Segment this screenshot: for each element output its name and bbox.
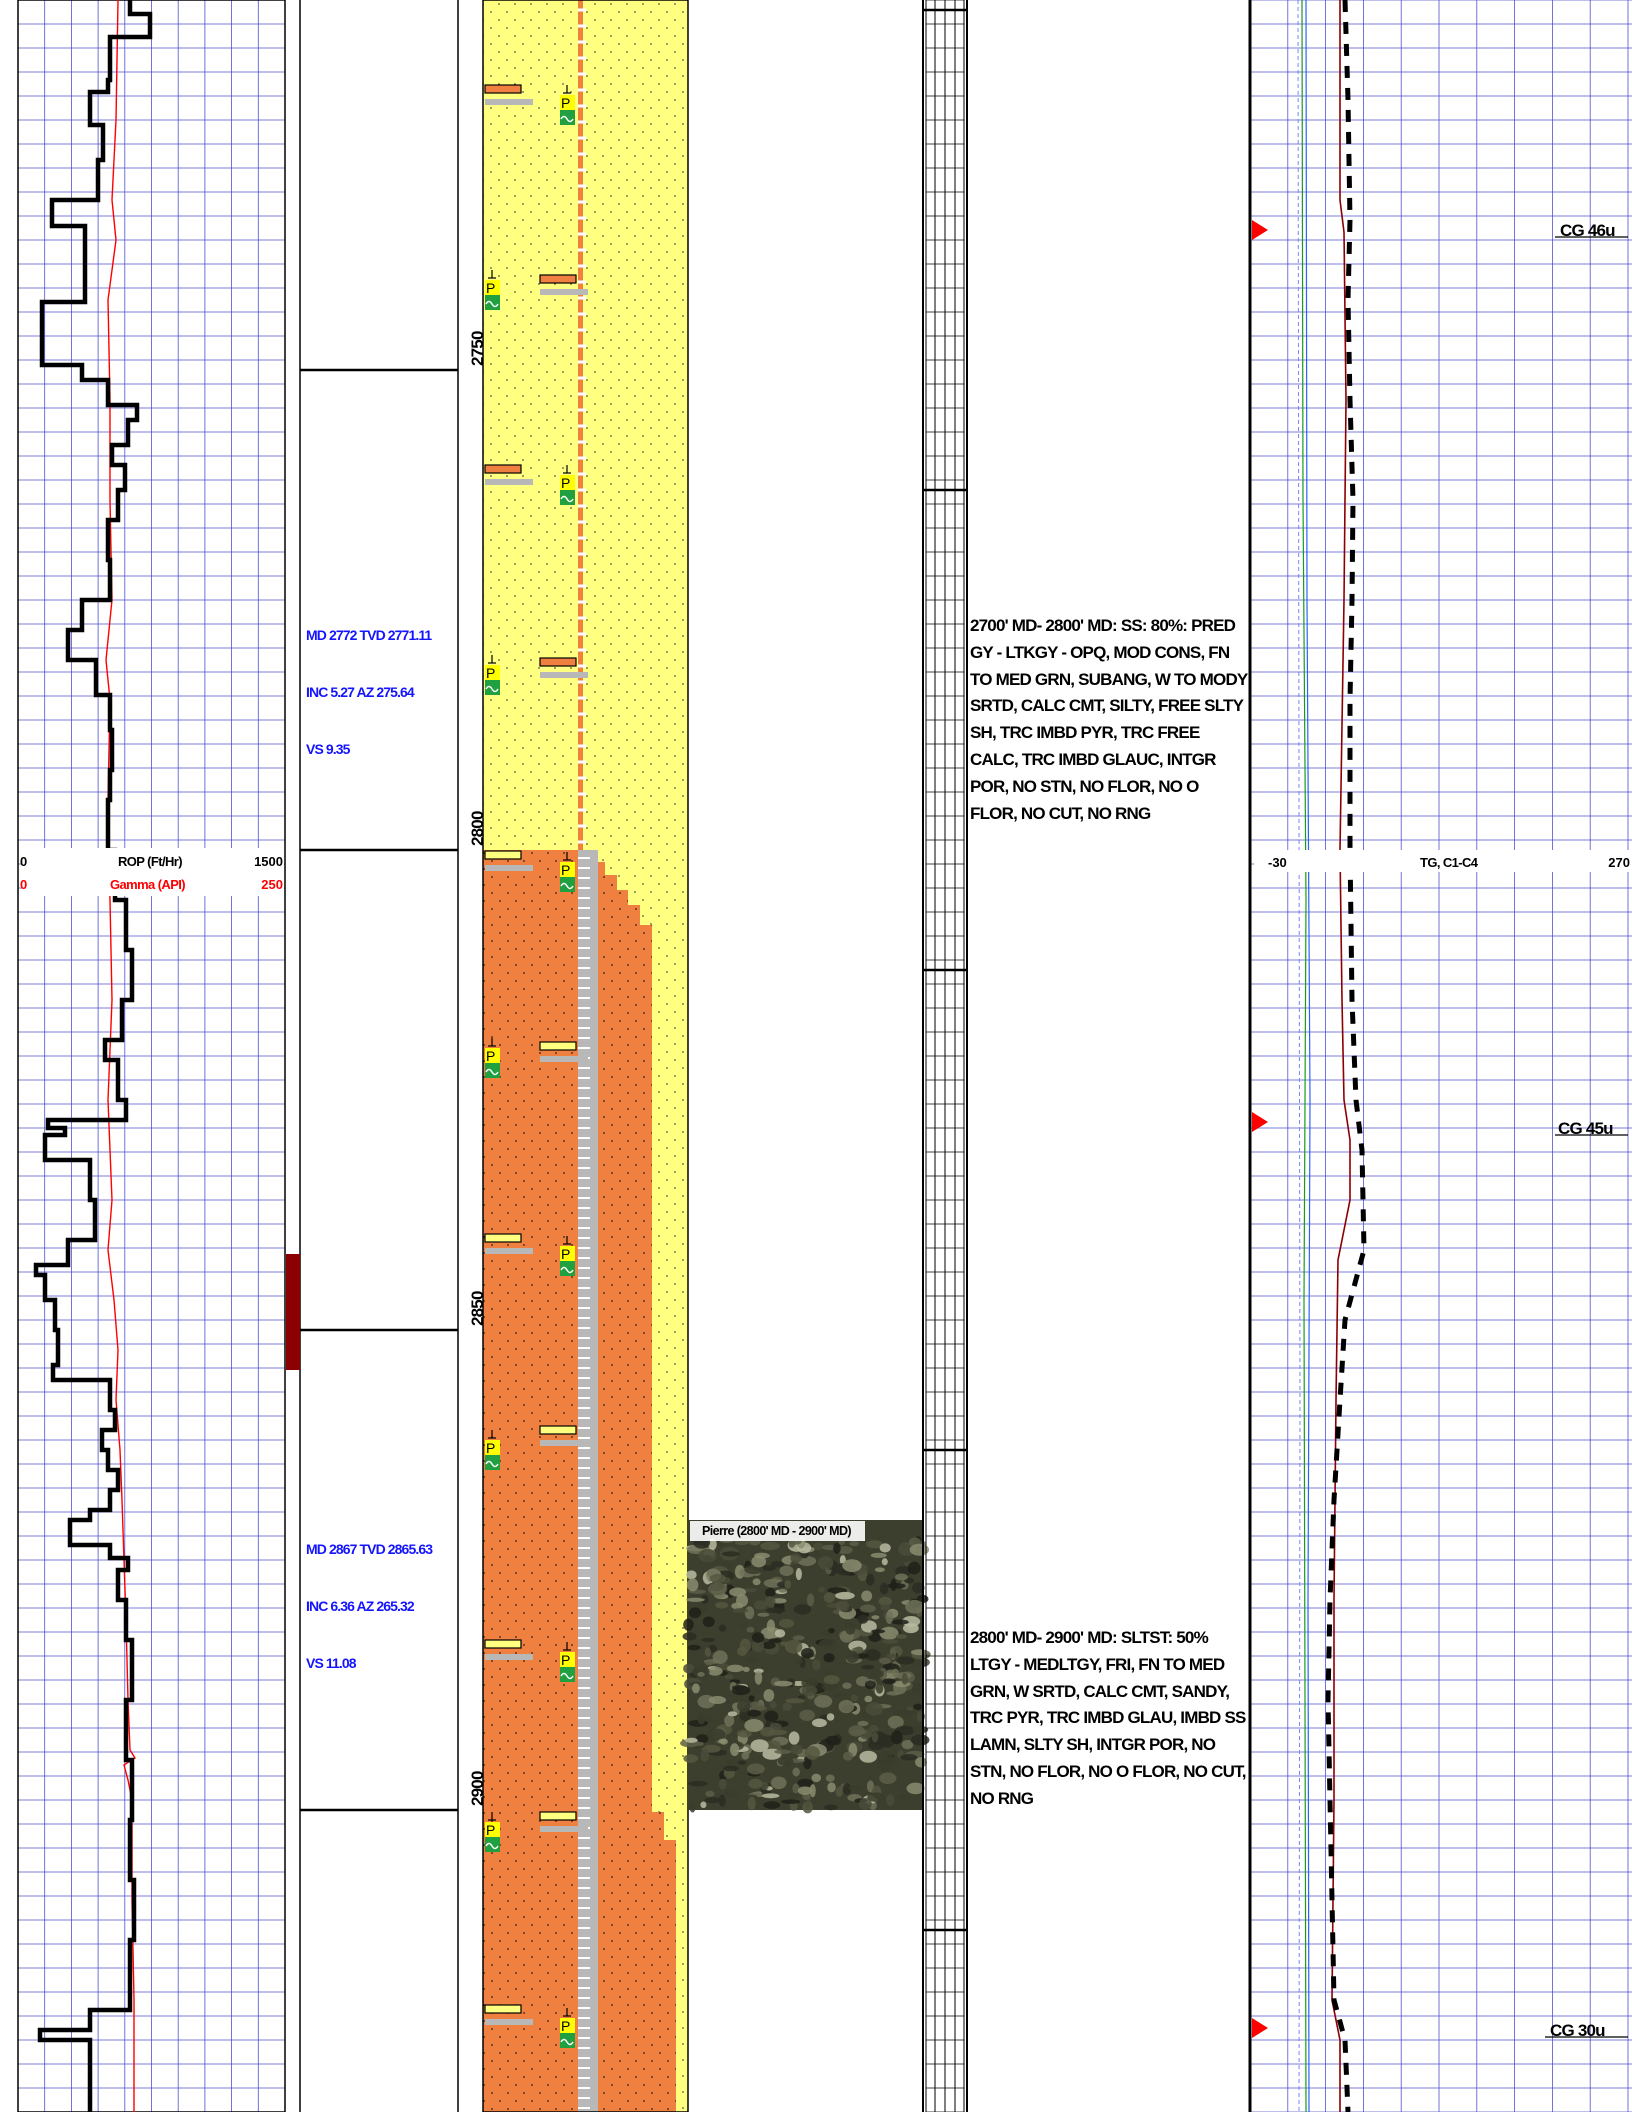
svg-text:P: P (486, 1440, 495, 1456)
survey-inc-az: INC 5.27 AZ 275.64 (306, 684, 415, 700)
connection-gas-label: CG 30u (1550, 2021, 1605, 2040)
survey-inc-az: INC 6.36 AZ 265.32 (306, 1598, 415, 1614)
gas-grid (1249, 0, 1632, 2112)
sample-chip-shadow (485, 2019, 533, 2025)
survey-vs: VS 11.08 (306, 1655, 357, 1671)
c1-curve (1301, 0, 1307, 2112)
sample-chip (484, 850, 522, 860)
rop-curve (33, 0, 153, 2112)
gas-max-label: 270 (1608, 855, 1630, 870)
connection-gas-flag (1252, 2018, 1268, 2038)
lithology-description: 2700' MD- 2800' MD: SS: 80%: PRED GY - L… (970, 616, 1248, 823)
sample-photo (680, 1534, 931, 1814)
gamma-axis-label: Gamma (API) (110, 877, 185, 892)
svg-text:P: P (486, 665, 495, 681)
sample-chip-shadow (540, 1440, 588, 1446)
sample-chip-shadow (540, 289, 588, 295)
sample-chip-shadow (540, 1056, 588, 1062)
rop-gamma-grid (17, 0, 286, 2112)
sample-photo-caption: Pierre (2800' MD - 2900' MD) (702, 1524, 852, 1538)
porosity-icon (560, 2018, 575, 2033)
gamma-max-label: 250 (261, 877, 283, 892)
survey-md-tvd: MD 2772 TVD 2771.11 (306, 627, 432, 643)
gas-curves (1297, 0, 1367, 2112)
svg-text:P: P (486, 1048, 495, 1064)
sample-chip (484, 84, 522, 94)
marker-bar (286, 1254, 300, 1370)
porosity-icon (485, 665, 500, 680)
connection-gas-label: CG 46u (1560, 221, 1615, 240)
sample-chip-shadow (485, 479, 533, 485)
narrow-grid-track (922, 0, 968, 2112)
porosity-icon (485, 1440, 500, 1455)
c3-curve (1297, 0, 1301, 2112)
sample-chip (484, 1639, 522, 1649)
sample-chip-shadow (485, 1248, 533, 1254)
survey-vs: VS 9.35 (306, 741, 350, 757)
c2-curve (1305, 0, 1311, 2112)
survey-block: MD 2772 TVD 2771.11 INC 5.27 AZ 275.64 V… (306, 588, 432, 778)
gamma-curve (105, 0, 136, 2112)
svg-text:P: P (561, 2018, 570, 2034)
sample-chip (539, 1811, 577, 1821)
svg-text:P: P (561, 862, 570, 878)
porosity-icon (560, 475, 575, 490)
svg-text:P: P (561, 1652, 570, 1668)
svg-text:P: P (561, 475, 570, 491)
porosity-icon (560, 862, 575, 877)
sample-chip (539, 657, 577, 667)
lithology-symbols: P P P P P P P P P P P (484, 84, 588, 2048)
sample-chip (539, 1041, 577, 1051)
sample-chip (484, 1233, 522, 1243)
svg-text:P: P (486, 280, 495, 296)
porosity-icon (560, 95, 575, 110)
connection-gas-label: CG 45u (1558, 1119, 1613, 1138)
lithology-track: P P P P P P P P P P P (482, 0, 689, 2112)
sample-photo-track (680, 1520, 931, 1814)
rop-axis-label: ROP (Ft/Hr) (118, 854, 182, 869)
sample-chip (539, 1425, 577, 1435)
porosity-icon (560, 1246, 575, 1261)
rop-gamma-track: 0 ROP (Ft/Hr) 1500 0 Gamma (API) 250 (17, 0, 286, 2112)
lithology-description: 2800' MD- 2900' MD: SLTST: 50% LTGY - ME… (970, 1628, 1246, 1808)
connection-gas-flag (1252, 1112, 1268, 1132)
gas-ratio-curve (1325, 0, 1367, 2112)
gas-min-label: -30 (1268, 855, 1287, 870)
rop-min-label: 0 (20, 854, 27, 869)
gamma-min-label: 0 (20, 877, 27, 892)
survey-md-tvd: MD 2867 TVD 2865.63 (306, 1541, 433, 1557)
porosity-icon (485, 1822, 500, 1837)
gas-track: -30 TG, C1-C4 270 CG 46u CG 45u CG 30u (1248, 0, 1632, 2112)
sample-chip-shadow (485, 1654, 533, 1660)
sample-chip (484, 464, 522, 474)
porosity-icon (485, 280, 500, 295)
svg-text:P: P (561, 95, 570, 111)
sample-chip (539, 274, 577, 284)
sample-chip-shadow (485, 99, 533, 105)
survey-block: MD 2867 TVD 2865.63 INC 6.36 AZ 265.32 V… (306, 1502, 433, 1692)
connection-gas-flag (1252, 220, 1268, 240)
porosity-icon (485, 1048, 500, 1063)
sample-chip-shadow (540, 1826, 588, 1832)
porosity-icon (560, 1652, 575, 1667)
connection-gas-markers: CG 46u CG 45u CG 30u (1252, 220, 1628, 2040)
sample-chip (484, 2004, 522, 2014)
sample-chip-shadow (485, 865, 533, 871)
svg-text:P: P (486, 1822, 495, 1838)
sample-chip-shadow (540, 672, 588, 678)
svg-text:P: P (561, 1246, 570, 1262)
rop-max-label: 1500 (254, 854, 283, 869)
gas-axis-label: TG, C1-C4 (1420, 855, 1479, 870)
